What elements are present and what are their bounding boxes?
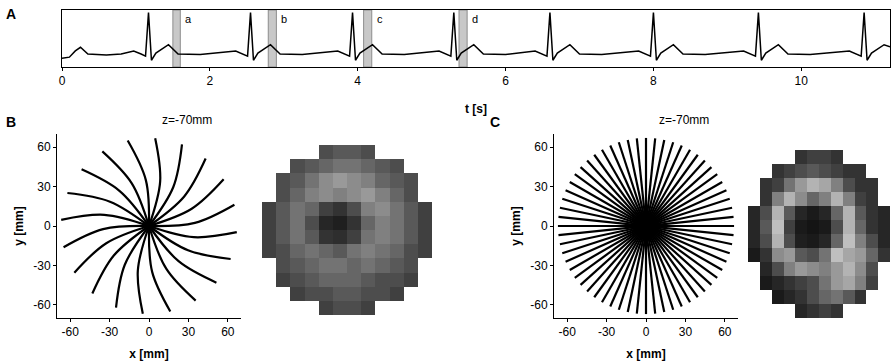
svg-text:c: c — [377, 13, 383, 25]
svg-text:z=-70mm: z=-70mm — [659, 113, 709, 127]
svg-text:z=-70mm: z=-70mm — [162, 113, 212, 127]
svg-text:-30: -30 — [101, 325, 119, 339]
svg-text:4: 4 — [354, 74, 361, 88]
svg-text:10: 10 — [795, 74, 809, 88]
svg-text:0: 0 — [541, 219, 548, 233]
svg-text:-30: -30 — [33, 259, 51, 273]
svg-text:d: d — [472, 13, 478, 25]
svg-text:x [mm]: x [mm] — [129, 347, 168, 361]
svg-text:-30: -30 — [598, 325, 616, 339]
svg-text:C: C — [490, 114, 500, 130]
svg-text:6: 6 — [502, 74, 509, 88]
svg-text:8: 8 — [650, 74, 657, 88]
svg-text:30: 30 — [679, 325, 693, 339]
svg-text:60: 60 — [718, 325, 732, 339]
svg-text:30: 30 — [182, 325, 196, 339]
svg-text:60: 60 — [37, 140, 51, 154]
svg-text:30: 30 — [37, 180, 51, 194]
svg-text:60: 60 — [534, 140, 548, 154]
svg-text:B: B — [6, 114, 16, 130]
svg-text:y [mm]: y [mm] — [12, 206, 26, 245]
svg-text:b: b — [281, 13, 287, 25]
svg-text:0: 0 — [643, 325, 650, 339]
svg-text:2: 2 — [207, 74, 214, 88]
svg-text:0: 0 — [146, 325, 153, 339]
svg-text:A: A — [6, 6, 16, 22]
svg-text:-60: -60 — [558, 325, 576, 339]
svg-text:30: 30 — [534, 180, 548, 194]
svg-text:y [mm]: y [mm] — [509, 206, 523, 245]
svg-text:60: 60 — [221, 325, 235, 339]
svg-text:-60: -60 — [61, 325, 79, 339]
svg-text:0: 0 — [59, 74, 66, 88]
svg-text:a: a — [185, 13, 192, 25]
svg-text:0: 0 — [44, 219, 51, 233]
svg-text:-60: -60 — [33, 298, 51, 312]
svg-text:t [s]: t [s] — [465, 102, 487, 116]
svg-text:-30: -30 — [530, 259, 548, 273]
svg-text:-60: -60 — [530, 298, 548, 312]
svg-text:x [mm]: x [mm] — [626, 347, 665, 361]
